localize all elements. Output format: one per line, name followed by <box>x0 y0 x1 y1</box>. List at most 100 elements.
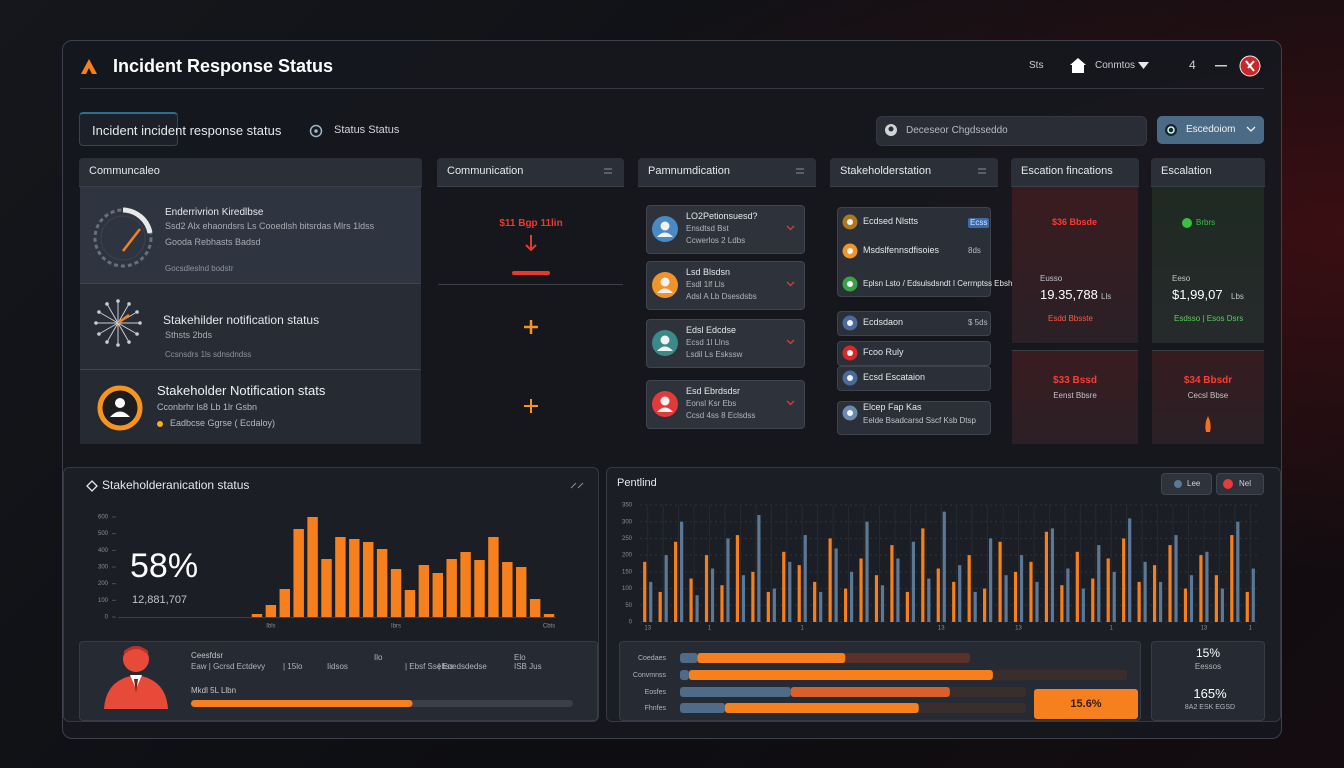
bar <box>418 565 430 617</box>
bar <box>741 575 746 622</box>
y-tick-label: 300 <box>98 565 109 571</box>
card-sub: Esdsso | Esos Dsrs <box>1174 313 1244 323</box>
bar <box>335 537 346 617</box>
row-label: Fhnfes <box>645 705 667 712</box>
bar <box>1013 571 1018 622</box>
card-cell: | 15lo <box>283 661 303 671</box>
bar-segment <box>680 703 725 713</box>
card-value: 19.35,788 <box>1040 286 1098 302</box>
y-tick-label: 500 <box>98 531 109 537</box>
panel-header <box>1151 158 1265 187</box>
bar <box>1143 561 1147 622</box>
percent-button[interactable] <box>1034 689 1138 719</box>
tab-label[interactable]: Incident incident response status <box>92 122 282 138</box>
sub-value: 12,881,707 <box>132 594 187 606</box>
bar <box>958 565 962 622</box>
search-text[interactable]: Deceseor Chgdsseddo <box>906 124 1008 136</box>
panel-title: Pamnumdication <box>648 164 730 177</box>
card-cell: Ilo <box>374 652 383 662</box>
diamond-icon <box>86 480 98 492</box>
y-tick-label: 150 <box>622 569 633 575</box>
bar <box>890 545 894 622</box>
y-tick-label: 0 <box>105 615 109 621</box>
panel-title: Escation fincations <box>1021 164 1113 177</box>
card-cell: Eaw | Gcrsd Ectdevy <box>191 661 266 671</box>
stake-item[interactable] <box>837 366 991 391</box>
amount-red: $11 Bgp 11lin <box>499 217 563 229</box>
tab-label[interactable]: Status Status <box>334 123 400 136</box>
bar <box>1060 585 1064 622</box>
bar <box>1097 545 1101 622</box>
panel-header <box>79 158 422 187</box>
notification-avatar <box>652 272 678 298</box>
tab-active[interactable] <box>79 112 178 146</box>
x-tick-label: 13 <box>938 626 945 632</box>
card-unit: Lls <box>1101 291 1112 301</box>
header-link[interactable]: Sts <box>1029 59 1044 71</box>
header-link[interactable]: Conmtos <box>1095 59 1136 71</box>
stake-title: Fcoo Ruly <box>863 347 904 358</box>
bar <box>432 573 443 617</box>
bar <box>735 535 740 622</box>
bar <box>849 571 854 622</box>
stake-item[interactable] <box>837 401 991 435</box>
bar <box>1035 581 1039 622</box>
item-title: Stakeholder Notification stats <box>157 382 326 398</box>
stake-icon <box>842 276 858 292</box>
bar <box>1183 588 1188 622</box>
stake-icon <box>842 315 858 331</box>
action-label[interactable]: Escedoiom <box>1186 123 1236 135</box>
bar <box>1189 575 1194 622</box>
bar <box>1091 578 1095 622</box>
bar <box>782 551 786 622</box>
panel-header <box>830 158 998 187</box>
plus-icon <box>524 320 538 334</box>
stake-item[interactable] <box>837 341 991 366</box>
notification-avatar <box>652 391 678 417</box>
bar <box>905 591 909 622</box>
item-line: Cconbrhr ls8 Lb 1lr Gsbn <box>157 402 258 413</box>
item-title: Stakehilder notification status <box>163 313 320 328</box>
bar <box>927 578 931 622</box>
bar-segment <box>724 703 919 713</box>
notification-title: Lsd Blsdsn <box>686 267 731 278</box>
bar <box>680 521 684 622</box>
bar <box>788 561 792 622</box>
stake-item[interactable] <box>837 311 991 336</box>
bar <box>751 571 755 622</box>
dropdown-caret <box>1138 62 1149 69</box>
bar <box>1029 561 1033 622</box>
bar <box>1251 568 1255 622</box>
menu-button[interactable]: 4 <box>1189 58 1196 73</box>
alert-ring-icon <box>97 385 143 431</box>
legend-label: Nel <box>1239 479 1251 488</box>
y-tick-label: 50 <box>625 603 632 609</box>
card-tag: Brbrs <box>1196 217 1216 227</box>
card-sub: Eenst Bbsre <box>1053 390 1097 400</box>
bar <box>1214 575 1218 622</box>
avatar <box>1239 55 1261 77</box>
card-value: $1,99,07 <box>1172 286 1223 302</box>
tab-icon <box>309 124 323 138</box>
bar <box>502 562 513 617</box>
bar <box>363 542 374 617</box>
notification-line: Esdl 1lf Lls <box>686 279 725 289</box>
bar <box>865 521 869 622</box>
search-icon <box>885 124 897 136</box>
bar <box>1122 538 1126 622</box>
y-tick-label: 100 <box>98 598 109 604</box>
stake-line: Eelde Bsadcarsd Sscf Ksb Dtsp <box>863 415 976 425</box>
bar <box>543 614 555 617</box>
bar <box>772 588 776 622</box>
stake-group <box>837 207 991 297</box>
legend-button[interactable] <box>1161 473 1212 495</box>
card-green <box>1152 187 1264 343</box>
search-box[interactable] <box>876 116 1147 146</box>
legend-button[interactable] <box>1216 473 1264 495</box>
bar <box>911 541 915 622</box>
